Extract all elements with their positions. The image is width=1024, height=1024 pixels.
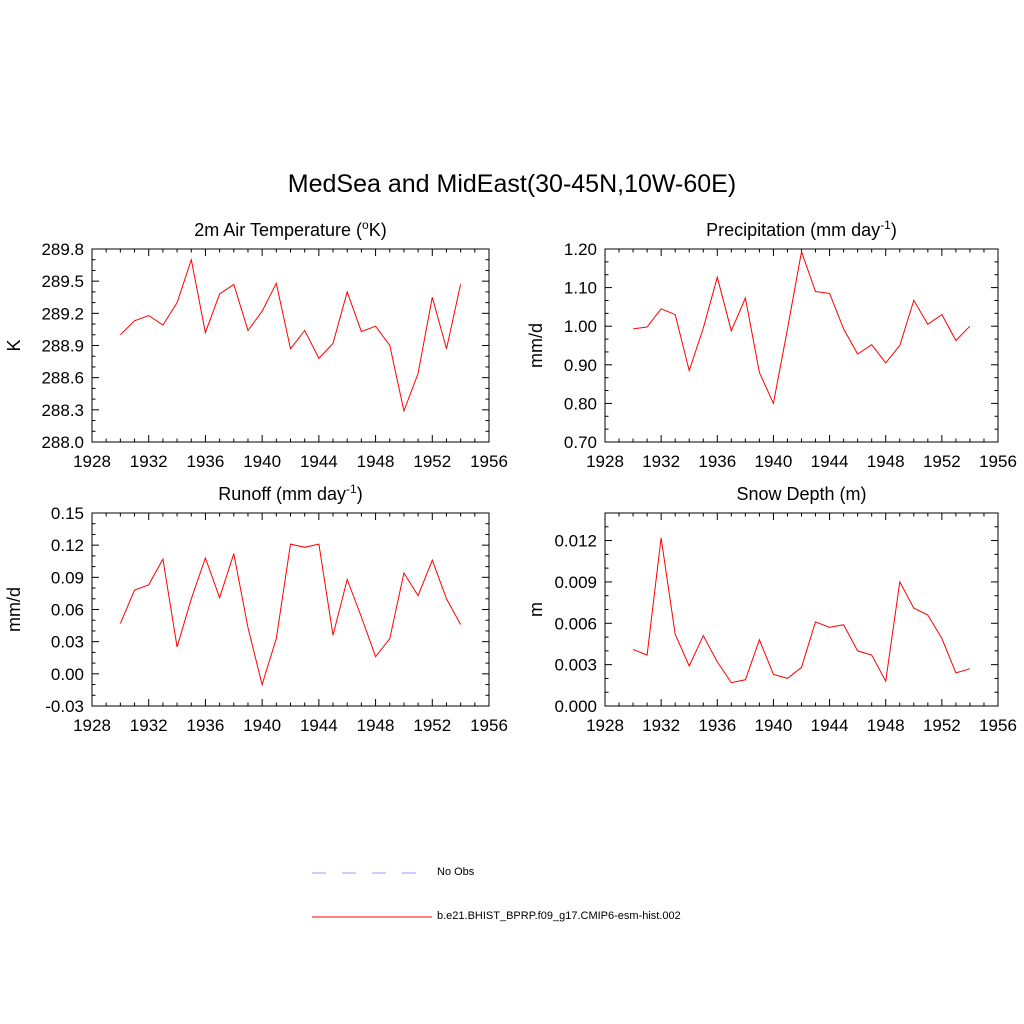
x-tick-label: 1948	[867, 716, 905, 735]
x-tick-label: 1948	[357, 452, 395, 471]
x-tick-label: 1936	[698, 452, 736, 471]
x-tick-label: 1932	[130, 716, 168, 735]
x-tick-label: 1928	[586, 452, 624, 471]
x-tick-label: 1928	[73, 716, 111, 735]
y-tick-label: 0.90	[564, 356, 597, 375]
y-tick-label: 288.3	[41, 401, 84, 420]
y-tick-label: -0.03	[45, 697, 84, 716]
y-tick-label: 0.15	[51, 504, 84, 523]
y-tick-label: 0.03	[51, 633, 84, 652]
legend-model-label: b.e21.BHIST_BPRP.f09_g17.CMIP6-esm-hist.…	[437, 910, 681, 922]
x-tick-label: 1948	[867, 452, 905, 471]
x-tick-label: 1940	[755, 452, 793, 471]
x-tick-label: 1952	[413, 452, 451, 471]
y-tick-label: 289.5	[41, 272, 84, 291]
y-tick-label: 288.9	[41, 337, 84, 356]
y-tick-label: 1.10	[564, 279, 597, 298]
y-tick-label: 0.009	[554, 573, 597, 592]
x-tick-label: 1956	[470, 716, 508, 735]
y-tick-label: 0.000	[554, 697, 597, 716]
y-tick-label: 0.12	[51, 536, 84, 555]
x-tick-label: 1928	[586, 716, 624, 735]
series-line-model	[632, 537, 971, 684]
y-tick-label: 0.003	[554, 656, 597, 675]
plot-frame	[604, 248, 999, 443]
y-tick-label: 0.012	[554, 532, 597, 551]
y-tick-label: 0.006	[554, 614, 597, 633]
series-line-model	[633, 249, 971, 406]
x-tick-label: 1956	[979, 452, 1017, 471]
panel-title: Snow Depth (m)	[736, 484, 866, 504]
y-tick-label: 288.0	[41, 433, 84, 452]
plot-frame	[604, 512, 999, 707]
panel-title: 2m Air Temperature (oK)	[194, 218, 386, 240]
panel-2: Precipitation (mm day-1) mm/d 1928 1932 1936…	[526, 218, 1017, 471]
y-tick-label: 0.09	[51, 568, 84, 587]
plot-frame	[91, 512, 490, 707]
x-tick-label: 1952	[413, 716, 451, 735]
y-tick-label: 0.70	[564, 433, 597, 452]
x-tick-label: 1952	[923, 452, 961, 471]
y-tick-label: 1.20	[564, 240, 597, 259]
x-tick-label: 1936	[187, 452, 225, 471]
x-tick-label: 1940	[243, 716, 281, 735]
x-tick-label: 1944	[811, 452, 849, 471]
y-axis-label: m	[526, 602, 546, 617]
y-tick-label: 0.80	[564, 394, 597, 413]
panel-title: Precipitation (mm day-1)	[706, 218, 897, 240]
x-tick-label: 1932	[642, 452, 680, 471]
x-tick-label: 1944	[300, 452, 338, 471]
series-line-model	[120, 257, 462, 413]
x-tick-label: 1936	[187, 716, 225, 735]
figure-title: MedSea and MidEast(30-45N,10W-60E)	[287, 170, 737, 198]
series-line-model	[119, 543, 462, 687]
x-tick-label: 1948	[357, 716, 395, 735]
x-tick-label: 1952	[923, 716, 961, 735]
x-tick-label: 1944	[300, 716, 338, 735]
x-tick-label: 1940	[243, 452, 281, 471]
panel-1: 2m Air Temperature (oK) K 1928 1932 1936 1940…	[4, 218, 508, 471]
legend-obs-label: No Obs	[437, 866, 475, 878]
x-tick-label: 1932	[130, 452, 168, 471]
panel-4: Snow Depth (m) m 1928 1932 1936 1940 1944 1948 1…	[526, 484, 1017, 735]
y-tick-label: 288.6	[41, 369, 84, 388]
x-tick-label: 1940	[755, 716, 793, 735]
y-tick-label: 289.2	[41, 304, 84, 323]
x-tick-label: 1928	[73, 452, 111, 471]
x-tick-label: 1944	[811, 716, 849, 735]
y-tick-label: 0.00	[51, 665, 84, 684]
x-tick-label: 1932	[642, 716, 680, 735]
plot-frame	[91, 248, 490, 443]
y-axis-label: mm/d	[526, 323, 546, 368]
x-tick-label: 1956	[470, 452, 508, 471]
y-tick-label: 1.00	[564, 317, 597, 336]
x-tick-label: 1936	[698, 716, 736, 735]
y-axis-label: mm/d	[4, 587, 24, 632]
panel-title: Runoff (mm day-1)	[218, 482, 362, 504]
y-tick-label: 0.06	[51, 601, 84, 620]
y-tick-label: 289.8	[41, 240, 84, 259]
panel-3: Runoff (mm day-1) mm/d 1928 1932 1936 1940 194…	[4, 482, 508, 735]
x-tick-label: 1956	[979, 716, 1017, 735]
y-axis-label: K	[4, 339, 24, 351]
